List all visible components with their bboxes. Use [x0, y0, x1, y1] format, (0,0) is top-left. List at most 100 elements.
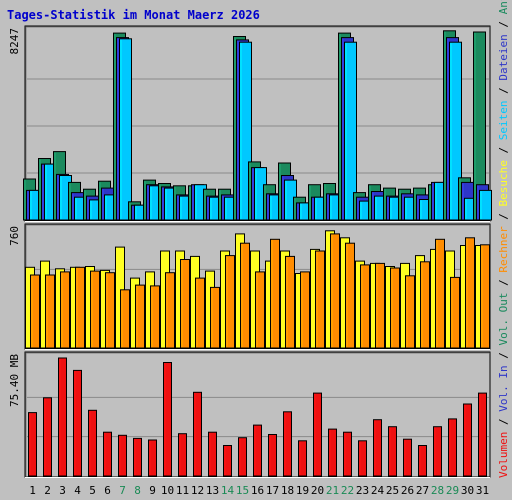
bar-volumen-5	[88, 409, 97, 477]
x-tick-label-8: 8	[134, 484, 141, 497]
bar-volumen-12	[193, 391, 202, 477]
bar-rechner-26	[405, 275, 415, 349]
x-tick-label-11: 11	[176, 484, 189, 497]
bar-volumen-18	[283, 411, 292, 477]
legend-segment-2: Vol. In	[497, 365, 510, 411]
x-axis-labels: 1 2 3 4 5 6 7 8 9 10 11 12 13 14 15 16 17 18 19 20 21 22 23 24 2…	[29, 484, 489, 497]
bar-rechner-16	[255, 271, 265, 349]
legend-segment-1: /	[497, 412, 510, 432]
x-tick-label-16: 16	[251, 484, 264, 497]
bar-rechner-3	[60, 271, 70, 349]
x-tick-label-5: 5	[89, 484, 96, 497]
x-tick-label-22: 22	[341, 484, 354, 497]
bar-volumen-1	[28, 412, 37, 477]
legend-segment-8: Besuche	[497, 160, 510, 206]
bar-rechner-21	[330, 233, 340, 349]
legend-segment-10: Seiten	[497, 100, 510, 140]
bar-rechner-15	[240, 242, 250, 349]
bar-volumen-11	[178, 433, 187, 477]
legend-segment-6: Rechner	[497, 226, 510, 273]
x-tick-label-9: 9	[149, 484, 156, 497]
bar-rechner-20	[315, 250, 325, 349]
bar-volumen-7	[118, 434, 127, 477]
x-tick-label-27: 27	[416, 484, 429, 497]
x-tick-label-29: 29	[446, 484, 459, 497]
x-tick-label-20: 20	[311, 484, 324, 497]
panel-bottom: 75.40 MB	[8, 351, 491, 478]
x-tick-label-28: 28	[431, 484, 444, 497]
legend-segment-11: /	[497, 81, 510, 101]
bar-seiten-22	[344, 41, 357, 221]
x-tick-label-13: 13	[206, 484, 219, 497]
y-max-label: 760	[8, 226, 21, 246]
legend-segment-7: /	[497, 206, 510, 226]
panel-top: 8247	[8, 25, 492, 222]
bar-rechner-12	[195, 277, 205, 349]
legend-segment-4: Vol. Out	[497, 293, 510, 346]
x-tick-label-25: 25	[386, 484, 399, 497]
legend-segment-13: /	[497, 14, 510, 34]
bar-seiten-29	[449, 41, 462, 221]
bar-seiten-31	[479, 189, 492, 221]
legend-segment-0: Volumen	[497, 432, 510, 478]
bar-volumen-15	[238, 437, 247, 477]
x-tick-label-10: 10	[161, 484, 174, 497]
bar-volumen-9	[148, 439, 157, 477]
x-tick-label-4: 4	[74, 484, 81, 497]
bar-volumen-28	[433, 426, 442, 477]
bar-volumen-20	[313, 392, 322, 477]
bar-rechner-31	[480, 244, 490, 349]
legend-label: Volumen / Vol. In / Vol. Out / Rechner /…	[497, 0, 510, 478]
x-tick-label-31: 31	[476, 484, 489, 497]
bar-rechner-11	[180, 259, 190, 349]
bar-rechner-4	[75, 266, 85, 349]
bar-volumen-14	[223, 445, 232, 477]
bar-volumen-25	[388, 426, 397, 477]
bar-rechner-27	[420, 261, 430, 349]
x-tick-label-12: 12	[191, 484, 204, 497]
x-tick-label-19: 19	[296, 484, 309, 497]
x-tick-label-30: 30	[461, 484, 474, 497]
bar-volumen-2	[43, 397, 52, 477]
bar-volumen-6	[103, 431, 112, 477]
bar-volumen-29	[448, 418, 457, 477]
bar-volumen-17	[268, 434, 277, 477]
bar-rechner-28	[435, 238, 445, 349]
bar-volumen-3	[58, 357, 67, 477]
bar-rechner-24	[375, 262, 385, 349]
y-max-label: 75.40 MB	[8, 354, 21, 407]
bar-volumen-30	[463, 403, 472, 477]
bar-volumen-26	[403, 438, 412, 477]
bar-volumen-24	[373, 419, 382, 477]
bar-rechner-10	[165, 272, 175, 349]
bar-volumen-8	[133, 437, 142, 477]
bar-rechner-29	[450, 276, 460, 349]
bar-rechner-5	[90, 270, 100, 349]
bar-volumen-27	[418, 445, 427, 477]
bar-volumen-22	[343, 431, 352, 477]
legend-segment-3: /	[497, 346, 510, 366]
bar-volumen-16	[253, 424, 262, 477]
x-tick-label-21: 21	[326, 484, 339, 497]
x-tick-label-17: 17	[266, 484, 279, 497]
bar-rechner-6	[105, 272, 115, 349]
y-max-label: 8247	[8, 28, 21, 55]
bar-volumen-23	[358, 440, 367, 477]
bar-rechner-2	[45, 274, 55, 349]
x-tick-label-14: 14	[221, 484, 235, 497]
x-tick-label-6: 6	[104, 484, 111, 497]
x-tick-label-3: 3	[59, 484, 66, 497]
legend-segment-9: /	[497, 140, 510, 160]
x-tick-label-23: 23	[356, 484, 369, 497]
bar-rechner-18	[285, 255, 295, 349]
bar-rechner-19	[300, 271, 310, 349]
legend-segment-5: /	[497, 273, 510, 293]
x-tick-label-18: 18	[281, 484, 294, 497]
x-tick-label-2: 2	[44, 484, 51, 497]
bar-rechner-7	[120, 289, 130, 349]
x-tick-label-7: 7	[119, 484, 126, 497]
bar-rechner-22	[345, 242, 355, 349]
legend-text: Volumen / Vol. In / Vol. Out / Rechner /…	[497, 0, 510, 478]
